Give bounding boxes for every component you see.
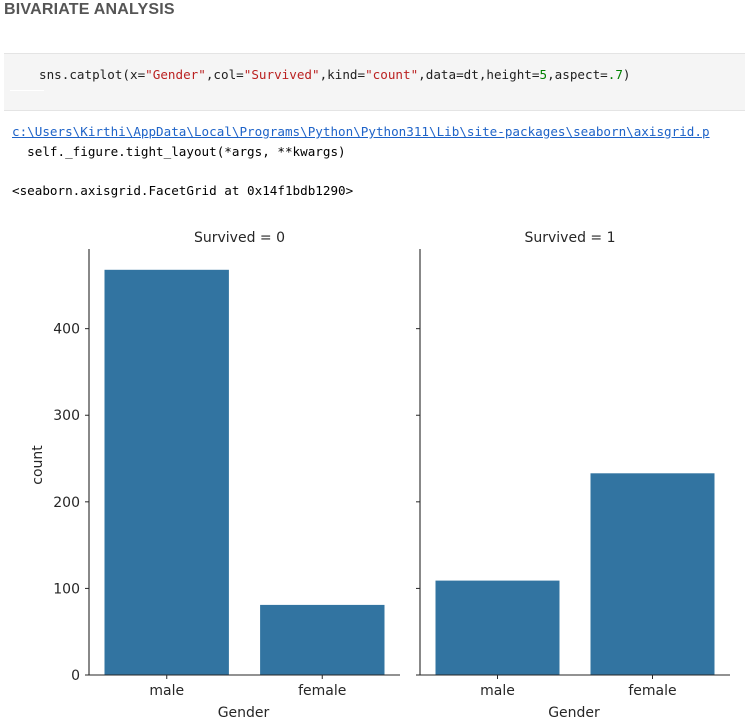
bar-female-facet-1 bbox=[590, 473, 715, 675]
cell-cursor bbox=[10, 90, 44, 91]
code-text-6: ) bbox=[622, 67, 631, 82]
x-tick-label: male bbox=[480, 683, 515, 699]
facet-count-chart: male female 0 100 200 300 400 Survived = 0 Gende… bbox=[30, 230, 730, 721]
x-tick-label: female bbox=[628, 683, 676, 699]
code-string-count: "count" bbox=[365, 67, 419, 82]
code-number-aspect: .7 bbox=[607, 67, 623, 82]
x-tick-label: female bbox=[298, 683, 346, 699]
code-number-height: 5 bbox=[539, 67, 548, 82]
code-text-5: ,aspect= bbox=[547, 67, 608, 82]
code-string-survived: "Survived" bbox=[243, 67, 320, 82]
code-text-4: ,data=dt,height= bbox=[418, 67, 540, 82]
facet-title: Survived = 1 bbox=[524, 230, 615, 246]
x-axis-label: Gender bbox=[548, 705, 600, 721]
code-text-1: sns.catplot(x= bbox=[39, 67, 146, 82]
code-cell[interactable]: sns.catplot(x="Gender",col="Survived",ki… bbox=[4, 53, 745, 111]
code-line[interactable]: sns.catplot(x="Gender",col="Survived",ki… bbox=[39, 67, 631, 82]
warning-file-link[interactable]: c:\Users\Kirthi\AppData\Local\Programs\P… bbox=[12, 124, 710, 139]
x-tick-label: male bbox=[149, 683, 184, 699]
facetgrid-repr: <seaborn.axisgrid.FacetGrid at 0x14f1bdb… bbox=[12, 183, 354, 198]
y-tick-label: 200 bbox=[53, 495, 80, 511]
warning-message: self._figure.tight_layout(*args, **kwarg… bbox=[12, 144, 346, 159]
y-axis-label: count bbox=[30, 445, 46, 485]
bar-female-facet-0 bbox=[260, 604, 385, 675]
y-tick-label: 400 bbox=[53, 322, 80, 338]
bar-male-facet-1 bbox=[435, 580, 560, 675]
x-axis-label: Gender bbox=[218, 705, 270, 721]
facet-title: Survived = 0 bbox=[194, 230, 285, 246]
section-heading: BIVARIATE ANALYSIS bbox=[4, 1, 175, 18]
code-text-3: ,kind= bbox=[319, 67, 366, 82]
y-tick-label: 0 bbox=[71, 668, 80, 684]
code-string-gender: "Gender" bbox=[145, 67, 206, 82]
code-text-2: ,col= bbox=[205, 67, 244, 82]
bar-male-facet-0 bbox=[104, 269, 229, 675]
y-tick-label: 100 bbox=[53, 581, 80, 597]
y-tick-label: 300 bbox=[53, 408, 80, 424]
warning-output: c:\Users\Kirthi\AppData\Local\Programs\P… bbox=[12, 122, 745, 162]
